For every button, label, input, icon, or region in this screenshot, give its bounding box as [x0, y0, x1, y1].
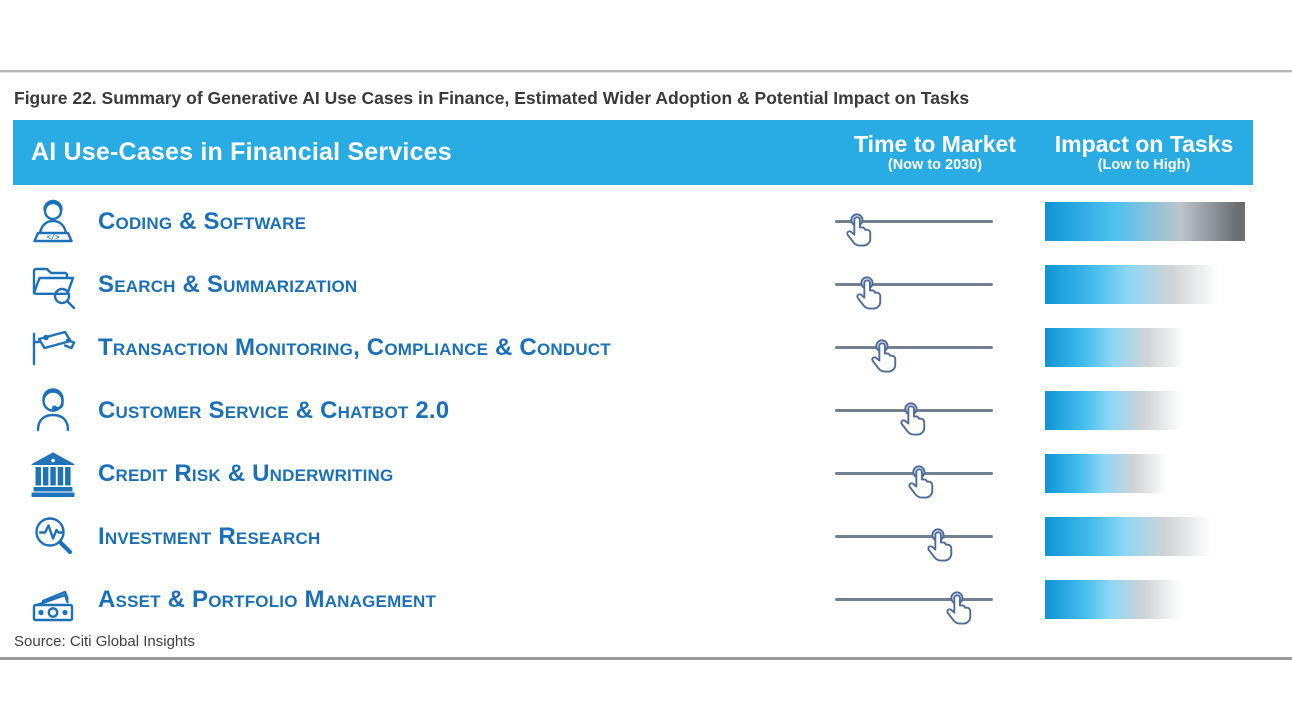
impact-on-tasks-cell [1035, 517, 1253, 556]
tap-hand-slider-handle[interactable] [944, 590, 975, 630]
top-whitespace [0, 0, 1292, 70]
time-to-market-slider-track [835, 472, 993, 475]
use-case-row: Credit Risk & Underwriting [13, 442, 1253, 505]
time-to-market-cell [835, 535, 1035, 538]
use-case-label: Search & Summarization [98, 270, 358, 298]
time-to-market-slider-track [835, 598, 993, 601]
time-to-market-sublabel: (Now to 2030) [887, 157, 983, 173]
time-to-market-cell [835, 472, 1035, 475]
tap-hand-icon [844, 212, 875, 252]
banknotes-icon [27, 574, 79, 626]
use-case-label: Transaction Monitoring, Compliance & Con… [98, 333, 611, 361]
time-to-market-cell [835, 409, 1035, 412]
time-to-market-slider-track [835, 220, 993, 223]
tap-hand-slider-handle[interactable] [898, 401, 929, 441]
time-to-market-slider-track [835, 283, 993, 286]
time-to-market-slider-track [835, 346, 993, 349]
tap-hand-icon [925, 527, 956, 567]
use-case-icon-cell [13, 574, 98, 626]
time-to-market-cell [835, 283, 1035, 286]
tap-hand-slider-handle[interactable] [869, 338, 900, 378]
impact-gradient-bar [1045, 202, 1245, 241]
column-header-time-to-market: Time to Market (Now to 2030) [835, 131, 1035, 174]
impact-on-tasks-sublabel: (Low to High) [1097, 157, 1191, 173]
use-case-icon-cell [13, 385, 98, 437]
use-case-icon-cell [13, 511, 98, 563]
time-to-market-slider-track [835, 535, 993, 538]
time-to-market-label: Time to Market [854, 131, 1016, 157]
table-title: AI Use-Cases in Financial Services [31, 138, 452, 166]
use-case-icon-cell [13, 259, 98, 311]
use-case-row: Search & Summarization [13, 253, 1253, 316]
time-to-market-slider-track [835, 409, 993, 412]
time-to-market-cell [835, 220, 1035, 223]
use-case-row: Customer Service & Chatbot 2.0 [13, 379, 1253, 442]
tap-hand-icon [854, 275, 885, 315]
impact-gradient-bar [1045, 454, 1169, 493]
research-magnifier-icon [27, 511, 79, 563]
impact-on-tasks-label: Impact on Tasks [1054, 131, 1234, 157]
folder-search-icon [27, 259, 79, 311]
use-case-row: Coding & Software [13, 190, 1253, 253]
tap-hand-icon [944, 590, 975, 630]
impact-on-tasks-cell [1035, 202, 1253, 241]
use-case-icon-cell [13, 448, 98, 500]
time-to-market-cell [835, 598, 1035, 601]
tap-hand-slider-handle[interactable] [854, 275, 885, 315]
use-case-row: Asset & Portfolio Management [13, 568, 1253, 631]
impact-gradient-bar [1045, 265, 1221, 304]
impact-on-tasks-cell [1035, 328, 1253, 367]
impact-on-tasks-cell [1035, 580, 1253, 619]
impact-gradient-bar [1045, 580, 1183, 619]
use-case-label: Coding & Software [98, 207, 307, 235]
use-case-label: Asset & Portfolio Management [98, 585, 437, 613]
tap-hand-icon [869, 338, 900, 378]
headset-agent-icon [27, 385, 79, 437]
impact-on-tasks-cell [1035, 391, 1253, 430]
impact-on-tasks-cell [1035, 265, 1253, 304]
bank-icon [27, 448, 79, 500]
time-to-market-cell [835, 346, 1035, 349]
use-case-rows: Coding & Software Search & Summarization [13, 190, 1253, 631]
column-header-impact-on-tasks: Impact on Tasks (Low to High) [1035, 131, 1253, 174]
impact-gradient-bar [1045, 391, 1183, 430]
impact-gradient-bar [1045, 328, 1187, 367]
use-case-row: Investment Research [13, 505, 1253, 568]
tap-hand-icon [906, 464, 937, 504]
tap-hand-slider-handle[interactable] [844, 212, 875, 252]
top-divider [0, 70, 1292, 73]
impact-on-tasks-cell [1035, 454, 1253, 493]
use-case-row: Transaction Monitoring, Compliance & Con… [13, 316, 1253, 379]
use-case-icon-cell [13, 196, 98, 248]
use-case-label: Investment Research [98, 522, 321, 550]
developer-coding-icon [27, 196, 79, 248]
table-header-banner: AI Use-Cases in Financial Services Time … [13, 120, 1253, 185]
tap-hand-icon [898, 401, 929, 441]
impact-gradient-bar [1045, 517, 1213, 556]
use-case-icon-cell [13, 322, 98, 374]
tap-hand-slider-handle[interactable] [925, 527, 956, 567]
surveillance-camera-icon [27, 322, 79, 374]
source-note: Source: Citi Global Insights [14, 633, 195, 650]
bottom-divider [0, 657, 1292, 660]
use-case-label: Credit Risk & Underwriting [98, 459, 394, 487]
use-case-label: Customer Service & Chatbot 2.0 [98, 396, 450, 424]
tap-hand-slider-handle[interactable] [906, 464, 937, 504]
figure-caption: Figure 22. Summary of Generative AI Use … [14, 88, 970, 108]
